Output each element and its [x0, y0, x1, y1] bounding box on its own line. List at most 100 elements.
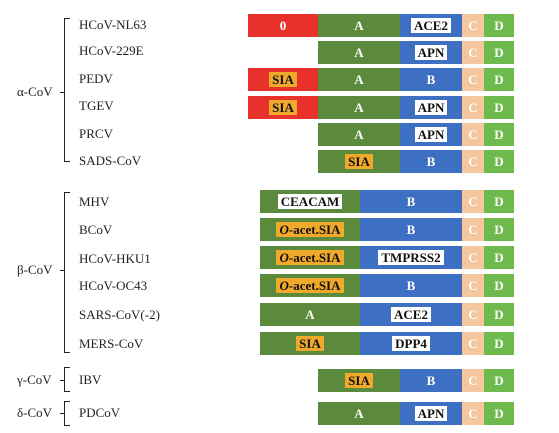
domain-a: A [318, 402, 400, 425]
bracket-delta-top [64, 401, 70, 402]
domain-d: D [484, 96, 514, 119]
domain-b: TMPRSS2 [360, 246, 462, 269]
domain-a: O-acet.SIA [260, 246, 360, 269]
domain-b: APN [400, 96, 462, 119]
domain-c: C [462, 14, 484, 37]
receptor-dpp4: DPP4 [392, 336, 430, 351]
bracket-delta-tick [60, 413, 64, 414]
domain-d: D [484, 332, 514, 355]
bracket-gamma-bottom [64, 391, 70, 392]
domain-b: B [400, 369, 462, 392]
domain-c: C [462, 246, 484, 269]
domain-d: D [484, 150, 514, 173]
domain-c: C [462, 369, 484, 392]
domain-b: ACE2 [400, 14, 462, 37]
receptor-sia: SIA [296, 336, 324, 351]
group-label-gamma: γ-CoV [17, 372, 52, 387]
bracket-delta [64, 401, 65, 426]
domain-0: SIA [248, 68, 318, 91]
bracket-beta-tick [60, 270, 64, 271]
domain-d: D [484, 369, 514, 392]
domain-0: 0 [248, 14, 318, 37]
receptor-ace2: ACE2 [391, 307, 431, 322]
domain-d: D [484, 14, 514, 37]
virus-label-sads-cov: SADS-CoV [79, 153, 142, 168]
receptor-o-acet-sia: O-acet.SIA [276, 222, 344, 237]
domain-b: B [400, 150, 462, 173]
domain-d: D [484, 68, 514, 91]
domain-b: APN [400, 402, 462, 425]
receptor-apn: APN [414, 45, 448, 60]
domain-c: C [462, 332, 484, 355]
domain-c: C [462, 274, 484, 297]
bracket-alpha [64, 18, 65, 162]
domain-d: D [484, 303, 514, 326]
bracket-beta-top [64, 192, 70, 193]
domain-c: C [462, 402, 484, 425]
domain-c: C [462, 218, 484, 241]
domain-a: SIA [318, 150, 400, 173]
domain-b: ACE2 [360, 303, 462, 326]
domain-c: C [462, 190, 484, 213]
virus-label-hcov-229e: HCoV-229E [79, 43, 144, 58]
virus-label-pedv: PEDV [79, 71, 113, 86]
domain-a: SIA [260, 332, 360, 355]
bracket-gamma [64, 367, 65, 392]
domain-c: C [462, 303, 484, 326]
virus-label-hcov-nl63: HCoV-NL63 [79, 17, 147, 32]
domain-a: SIA [318, 369, 400, 392]
domain-a: A [318, 41, 400, 64]
domain-b: B [360, 274, 462, 297]
group-label-alpha: α-CoV [17, 84, 53, 99]
bracket-gamma-tick [60, 380, 64, 381]
receptor-apn: APN [414, 127, 448, 142]
bracket-gamma-top [64, 367, 70, 368]
domain-d: D [484, 274, 514, 297]
domain-d: D [484, 123, 514, 146]
virus-label-pdcov: PDCoV [79, 405, 121, 420]
virus-label-hcov-oc43: HCoV-OC43 [79, 278, 148, 293]
virus-label-sars-cov: SARS-CoV(-2) [79, 307, 160, 322]
domain-a: A [318, 123, 400, 146]
virus-label-tgev: TGEV [79, 98, 114, 113]
receptor-sia: SIA [269, 72, 297, 87]
domain-c: C [462, 41, 484, 64]
domain-b: B [360, 190, 462, 213]
receptor-ceacam: CEACAM [277, 194, 343, 209]
group-label-beta: β-CoV [17, 262, 53, 277]
receptor-tmprss2: TMPRSS2 [378, 250, 444, 265]
domain-d: D [484, 218, 514, 241]
domain-a: A [318, 14, 400, 37]
bracket-alpha-tick [60, 92, 64, 93]
receptor-ace2: ACE2 [411, 18, 451, 33]
domain-a: O-acet.SIA [260, 274, 360, 297]
virus-label-ibv: IBV [79, 372, 102, 387]
domain-d: D [484, 190, 514, 213]
domain-d: D [484, 402, 514, 425]
domain-b: APN [400, 41, 462, 64]
receptor-apn: APN [414, 100, 448, 115]
domain-b: B [400, 68, 462, 91]
domain-a: A [318, 96, 400, 119]
domain-c: C [462, 123, 484, 146]
bracket-beta [64, 192, 65, 353]
domain-b: DPP4 [360, 332, 462, 355]
virus-label-mers-cov: MERS-CoV [79, 336, 144, 351]
receptor-apn: APN [414, 406, 448, 421]
virus-label-hcov-hku1: HCoV-HKU1 [79, 251, 151, 266]
domain-b: APN [400, 123, 462, 146]
domain-a: O-acet.SIA [260, 218, 360, 241]
domain-c: C [462, 68, 484, 91]
bracket-beta-bottom [64, 352, 70, 353]
receptor-sia: SIA [269, 100, 297, 115]
domain-0: SIA [248, 96, 318, 119]
domain-a: A [318, 68, 400, 91]
virus-label-mhv: MHV [79, 194, 110, 209]
group-label-delta: δ-CoV [17, 405, 53, 420]
domain-d: D [484, 246, 514, 269]
domain-b: B [360, 218, 462, 241]
receptor-o-acet-sia: O-acet.SIA [276, 250, 344, 265]
domain-a: CEACAM [260, 190, 360, 213]
bracket-alpha-bottom [64, 161, 70, 162]
domain-c: C [462, 96, 484, 119]
